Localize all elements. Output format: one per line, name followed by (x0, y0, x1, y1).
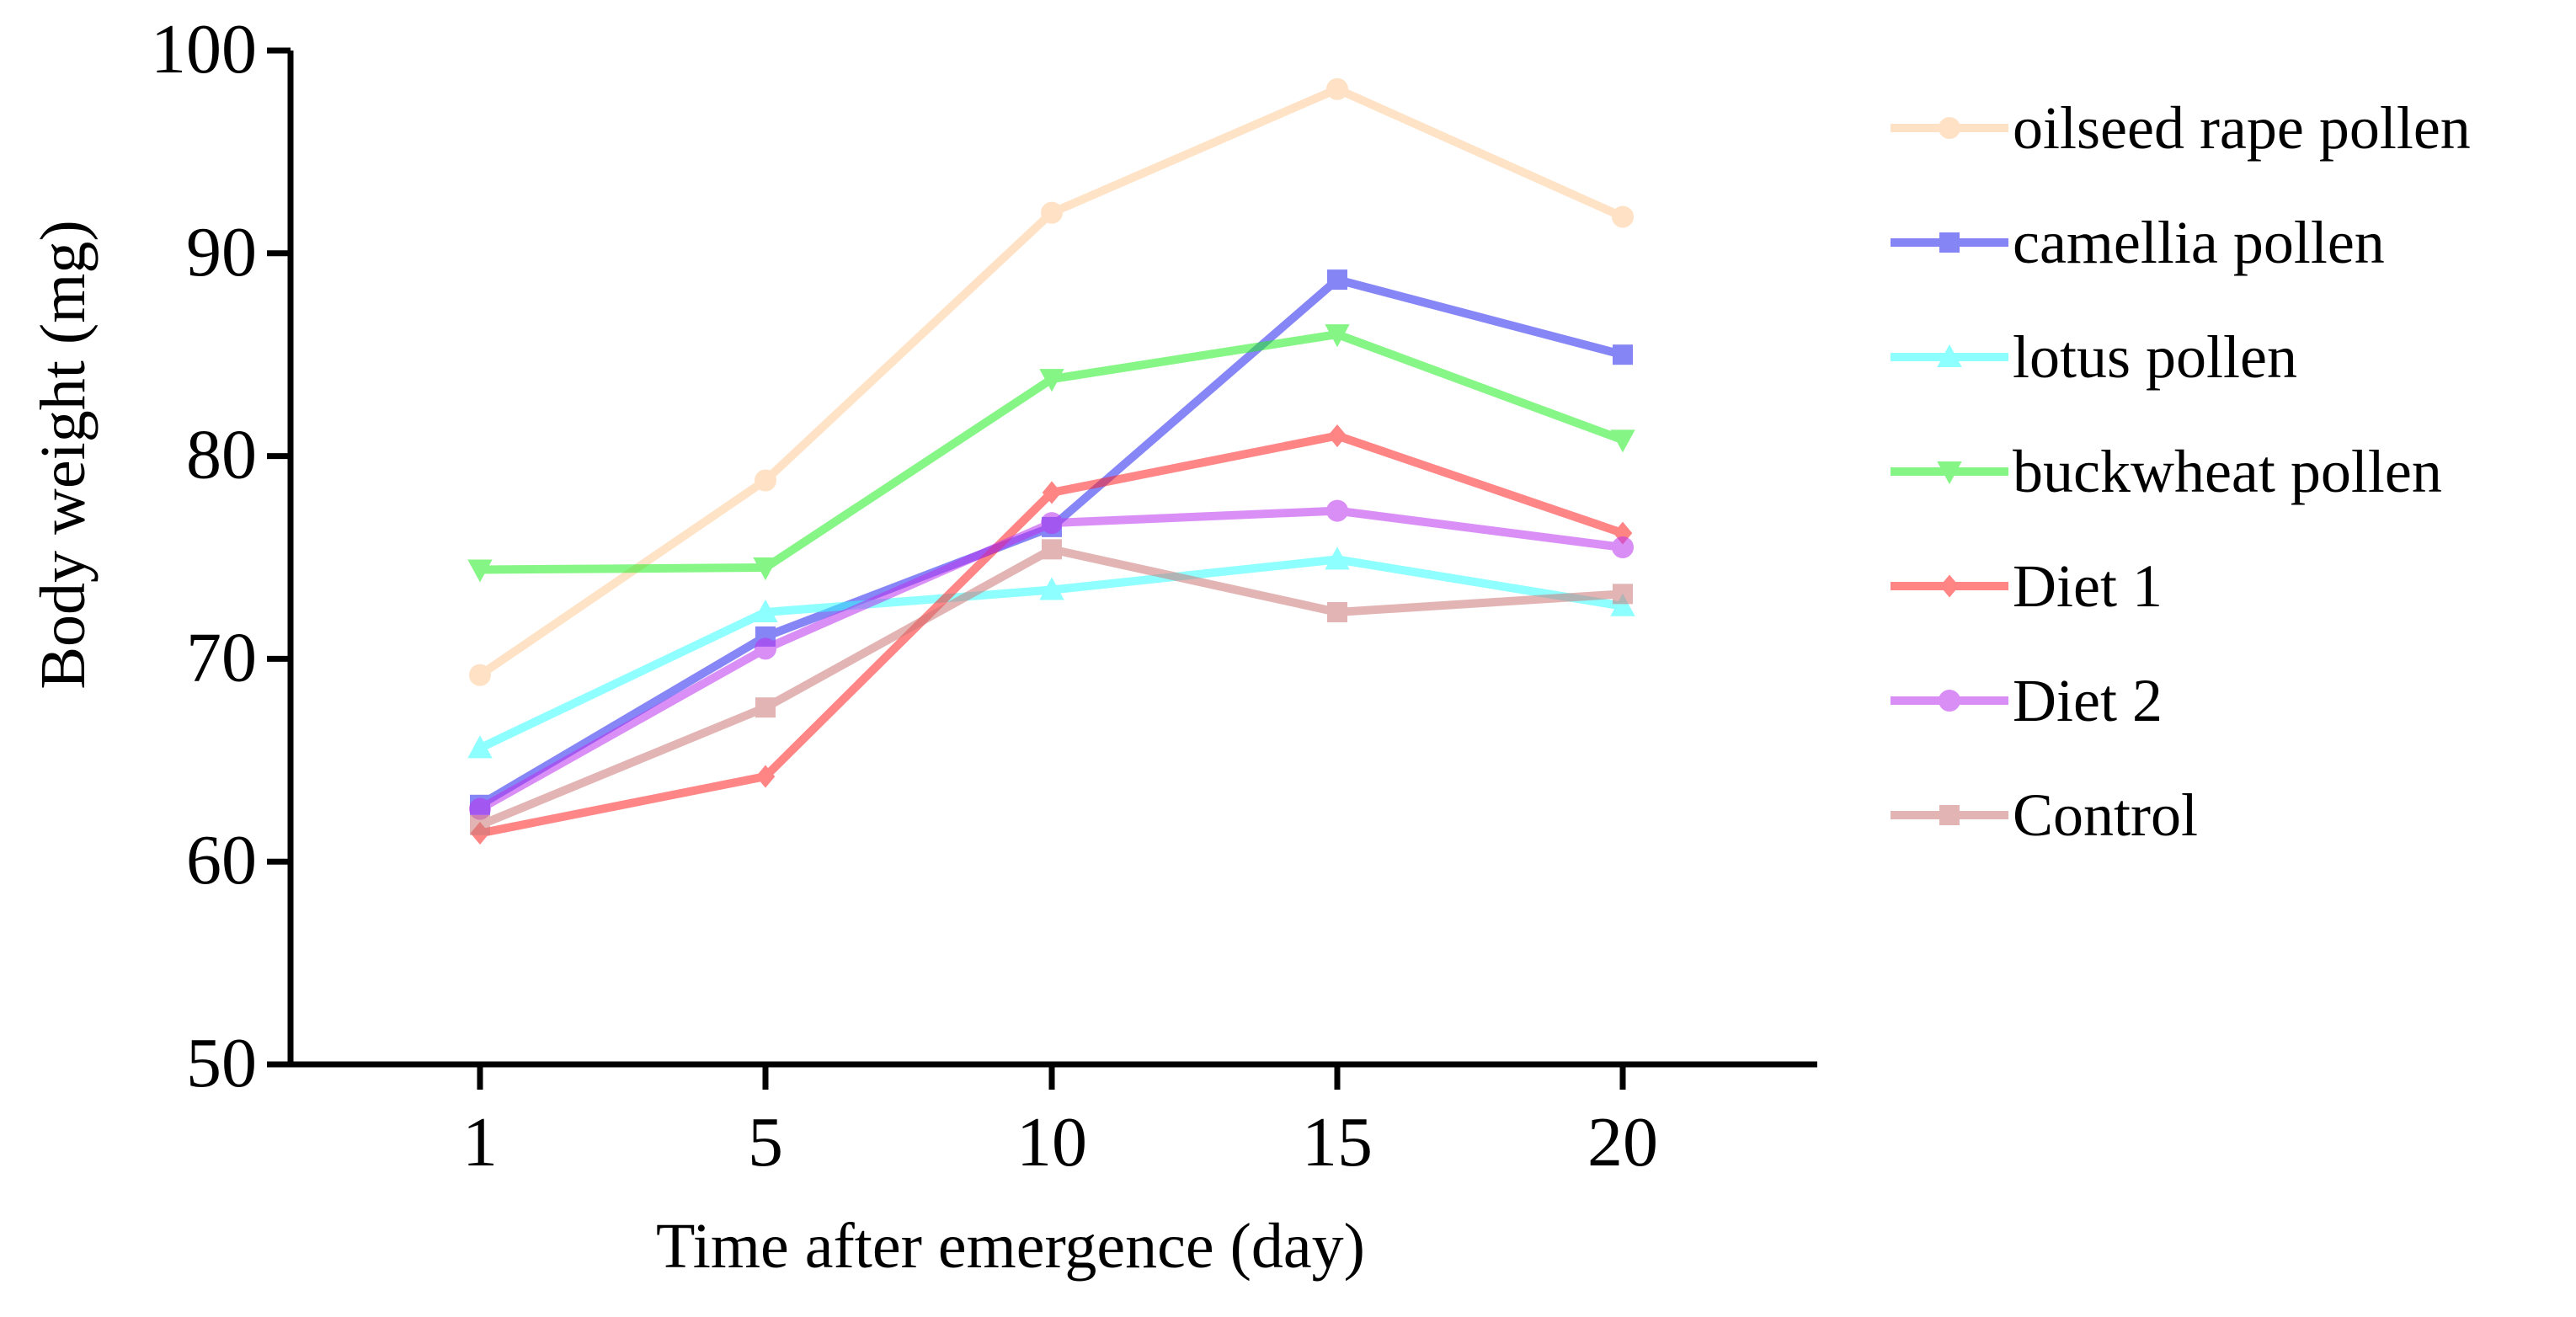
data-point (1613, 344, 1633, 365)
data-point (1041, 512, 1063, 535)
legend-marker (1939, 805, 1960, 825)
y-tick-label: 100 (151, 10, 257, 88)
legend-swatch (1891, 805, 2008, 825)
legend-label: Diet 2 (2013, 667, 2163, 734)
y-tick-label: 50 (186, 1024, 257, 1102)
y-tick-label: 60 (186, 821, 257, 899)
data-point (755, 469, 776, 492)
x-tick-label: 20 (1587, 1103, 1658, 1181)
x-tick-label: 15 (1302, 1103, 1373, 1181)
data-point (1613, 584, 1633, 605)
series-0 (469, 77, 1634, 686)
legend-item: Diet 2 (1891, 667, 2163, 734)
legend-item: lotus pollen (1891, 323, 2297, 391)
legend-marker (1939, 690, 1960, 712)
legend-label: Control (2013, 781, 2198, 849)
data-point (467, 559, 493, 583)
data-point (1612, 205, 1634, 228)
series-2 (467, 547, 1635, 759)
legend-marker (1937, 461, 1962, 485)
y-tick-label: 70 (186, 618, 257, 696)
x-tick-label: 1 (462, 1103, 498, 1181)
legend: oilseed rape pollen camellia pollen lotus … (1891, 94, 2471, 849)
data-point (753, 599, 778, 623)
data-point (1039, 369, 1064, 392)
legend-marker (1939, 574, 1960, 598)
legend-swatch (1891, 117, 2008, 139)
data-point (467, 735, 493, 759)
legend-item: buckwheat pollen (1891, 438, 2442, 505)
y-axis-label: Body weight (mg) (28, 220, 99, 689)
legend-marker (1939, 117, 1960, 139)
data-point (755, 697, 776, 718)
legend-label: buckwheat pollen (2013, 438, 2442, 505)
legend-item: oilseed rape pollen (1891, 94, 2471, 162)
data-point (1042, 481, 1062, 504)
data-point (1325, 547, 1350, 570)
x-tick-label: 5 (748, 1103, 783, 1181)
data-point (755, 637, 776, 660)
series-5 (469, 499, 1634, 820)
data-point (1327, 602, 1347, 623)
legend-swatch (1891, 344, 2008, 367)
data-point (1042, 539, 1062, 560)
legend-label: oilseed rape pollen (2013, 94, 2471, 162)
data-point (1325, 324, 1350, 348)
legend-swatch (1891, 232, 2008, 253)
data-point (470, 814, 490, 835)
data-point (1612, 536, 1634, 558)
y-tick-label: 90 (186, 213, 257, 291)
legend-swatch (1891, 461, 2008, 485)
series-6 (470, 539, 1633, 835)
legend-label: Diet 1 (2013, 552, 2163, 620)
legend-marker (1937, 344, 1962, 367)
x-axis-label: Time after emergence (day) (656, 1211, 1365, 1282)
data-point (1610, 593, 1635, 616)
legend-swatch (1891, 690, 2008, 712)
legend-label: camellia pollen (2013, 209, 2385, 276)
data-point (1039, 577, 1064, 600)
data-point (1327, 424, 1347, 448)
legend-label: lotus pollen (2013, 323, 2297, 391)
series-3 (467, 324, 1635, 583)
series-layer (467, 77, 1635, 845)
legend-item: Diet 1 (1891, 552, 2163, 620)
data-point (755, 765, 776, 788)
data-point (1610, 429, 1635, 453)
data-point (1326, 499, 1348, 522)
data-point (1041, 201, 1063, 224)
series-4 (470, 424, 1633, 845)
data-point (469, 664, 491, 686)
legend-swatch (1891, 574, 2008, 598)
legend-item: Control (1891, 781, 2198, 849)
data-point (1326, 77, 1348, 100)
data-point (1327, 269, 1347, 291)
y-tick-label: 80 (186, 416, 257, 494)
x-tick-label: 10 (1016, 1103, 1087, 1181)
legend-item: camellia pollen (1891, 209, 2385, 276)
legend-marker (1939, 232, 1960, 253)
data-point (753, 557, 778, 581)
